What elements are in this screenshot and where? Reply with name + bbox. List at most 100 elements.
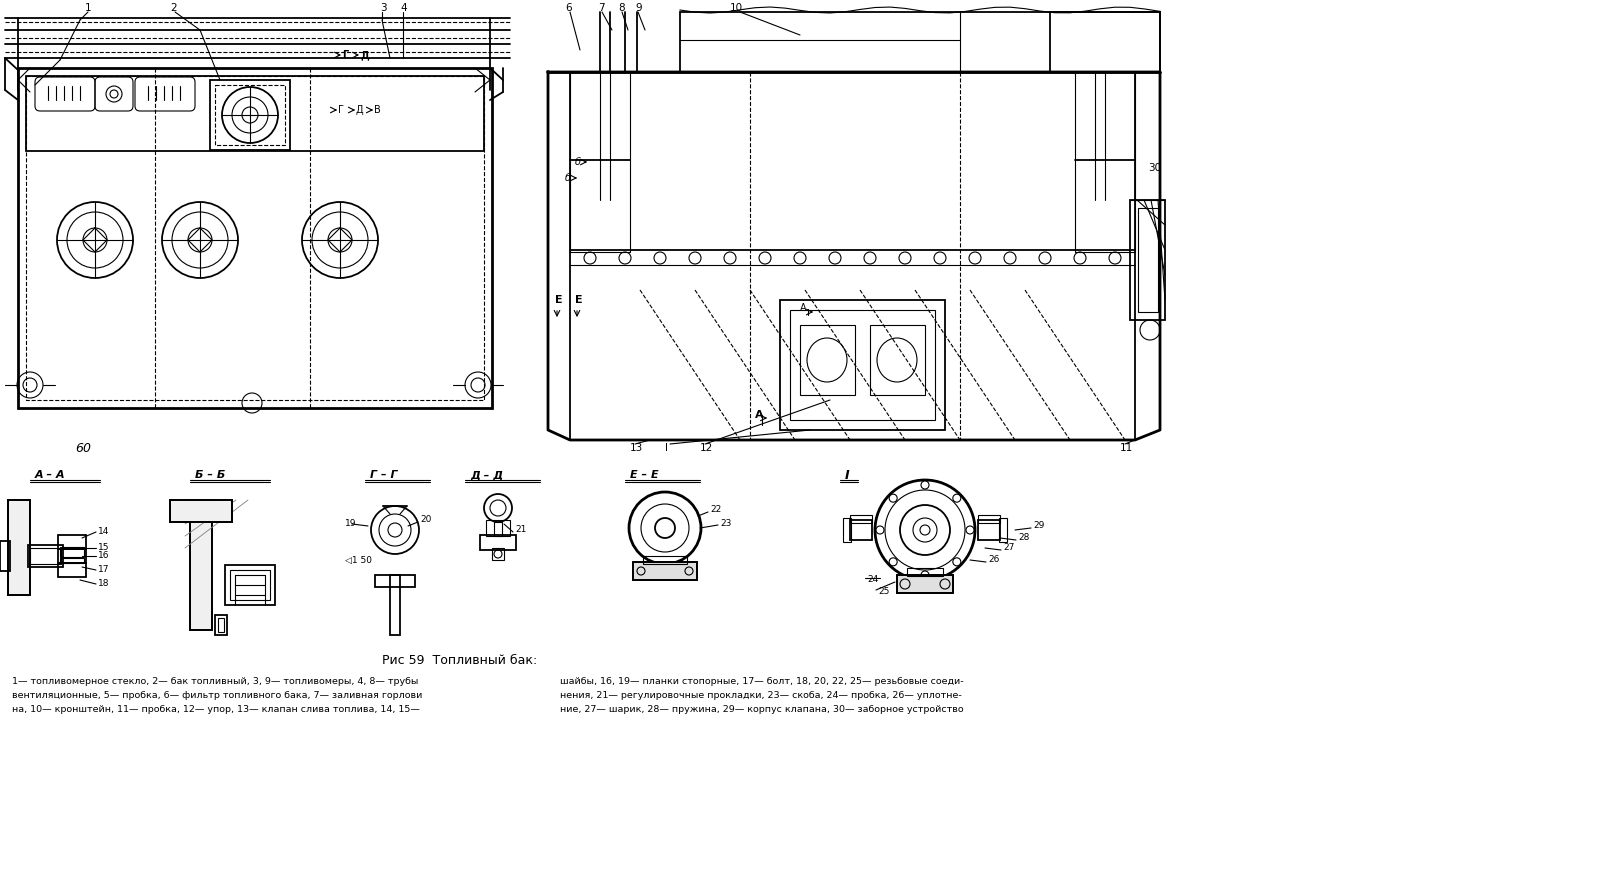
Text: 6: 6 (565, 3, 571, 13)
Text: б: б (574, 157, 581, 167)
Bar (570, 72, 630, 252)
Bar (8, 500, 30, 595)
Text: 9: 9 (635, 3, 642, 13)
Bar (634, 562, 698, 580)
Bar (170, 500, 232, 522)
Bar (781, 300, 946, 430)
Bar (210, 80, 290, 150)
Bar (58, 563, 86, 577)
Text: 7: 7 (598, 3, 605, 13)
Bar (61, 547, 83, 557)
Text: Г – Г: Г – Г (370, 470, 398, 480)
Bar (790, 310, 934, 420)
Bar (643, 556, 686, 564)
Text: 16: 16 (98, 551, 109, 561)
Bar (843, 518, 851, 542)
Circle shape (890, 558, 898, 566)
Bar (214, 85, 285, 145)
Text: 3: 3 (381, 3, 387, 13)
Bar (190, 500, 211, 630)
Bar (226, 565, 275, 605)
Bar (230, 570, 270, 600)
Bar (493, 548, 504, 560)
Bar (870, 325, 925, 395)
Text: 26: 26 (989, 556, 1000, 564)
Circle shape (954, 558, 962, 566)
Text: 20: 20 (419, 516, 432, 525)
Bar (374, 575, 414, 587)
Bar (850, 515, 872, 523)
Bar (26, 76, 483, 400)
Text: В: В (374, 105, 381, 115)
Text: 12: 12 (701, 443, 714, 453)
Text: А: А (755, 410, 763, 420)
Bar (907, 568, 942, 576)
Text: 21: 21 (515, 525, 526, 534)
Bar (29, 545, 62, 567)
Text: 19: 19 (346, 519, 357, 529)
Text: 29: 29 (1034, 522, 1045, 531)
Text: 8: 8 (618, 3, 624, 13)
Text: 30: 30 (1149, 163, 1162, 173)
Text: 18: 18 (98, 579, 109, 588)
Bar (190, 500, 211, 630)
Text: 2: 2 (170, 3, 176, 13)
Text: 10: 10 (730, 3, 742, 13)
Bar (30, 548, 61, 564)
Text: ◁1 50: ◁1 50 (346, 556, 371, 564)
Text: 15: 15 (98, 543, 109, 553)
Text: А – А: А – А (35, 470, 66, 480)
Text: I: I (666, 443, 669, 453)
Text: Д: Д (355, 105, 363, 115)
Bar (1050, 12, 1160, 72)
Text: Е: Е (555, 295, 563, 305)
Bar (998, 518, 1006, 542)
Text: 24: 24 (867, 576, 878, 585)
Circle shape (954, 494, 962, 502)
Bar (978, 515, 1000, 523)
Text: A: A (800, 303, 806, 313)
Text: ние, 27— шарик, 28— пружина, 29— корпус клапана, 30— заборное устройство: ние, 27— шарик, 28— пружина, 29— корпус … (560, 705, 963, 714)
Text: I: I (845, 469, 850, 481)
Circle shape (890, 494, 898, 502)
Bar (1130, 200, 1165, 320)
Text: Рис 59  Топливный бак:: Рис 59 Топливный бак: (382, 654, 538, 666)
Text: нения, 21— регулировочные прокладки, 23— скоба, 24— пробка, 26— уплотне-: нения, 21— регулировочные прокладки, 23—… (560, 691, 962, 701)
Bar (218, 618, 224, 632)
Text: Г: Г (342, 50, 349, 60)
Text: Е: Е (574, 295, 582, 305)
Bar (800, 325, 854, 395)
Circle shape (922, 571, 930, 579)
Bar (1138, 208, 1158, 312)
Text: 14: 14 (98, 527, 109, 537)
Bar (390, 575, 400, 635)
Text: 60: 60 (75, 441, 91, 455)
Circle shape (966, 526, 974, 534)
Text: вентиляционные, 5— пробка, 6— фильтр топливного бака, 7— заливная горлови: вентиляционные, 5— пробка, 6— фильтр топ… (13, 691, 422, 701)
Bar (978, 520, 1000, 540)
Bar (214, 615, 227, 635)
Bar (486, 520, 510, 536)
Text: Д – Д: Д – Д (470, 470, 502, 480)
Bar (850, 520, 872, 540)
Text: 1— топливомерное стекло, 2— бак топливный, 3, 9— топливомеры, 4, 8— трубы: 1— топливомерное стекло, 2— бак топливны… (13, 678, 418, 687)
Text: 22: 22 (710, 506, 722, 515)
Bar (1075, 72, 1134, 252)
Text: шайбы, 16, 19— планки стопорные, 17— болт, 18, 20, 22, 25— резьбовые соеди-: шайбы, 16, 19— планки стопорные, 17— бол… (560, 678, 963, 687)
Bar (898, 575, 954, 593)
Text: 11: 11 (1120, 443, 1133, 453)
Text: б: б (565, 173, 571, 183)
Bar (494, 522, 502, 536)
Bar (680, 12, 1160, 72)
Bar (18, 68, 493, 408)
Text: на, 10— кронштейн, 11— пробка, 12— упор, 13— клапан слива топлива, 14, 15—: на, 10— кронштейн, 11— пробка, 12— упор,… (13, 705, 419, 714)
Text: Б – Б: Б – Б (195, 470, 226, 480)
Text: 23: 23 (720, 518, 731, 527)
Circle shape (877, 526, 883, 534)
Text: 27: 27 (1003, 543, 1014, 553)
Text: Д: Д (360, 50, 368, 60)
Text: 17: 17 (98, 565, 109, 574)
Bar (898, 575, 954, 593)
Text: 1: 1 (85, 3, 91, 13)
Bar (0, 541, 10, 571)
